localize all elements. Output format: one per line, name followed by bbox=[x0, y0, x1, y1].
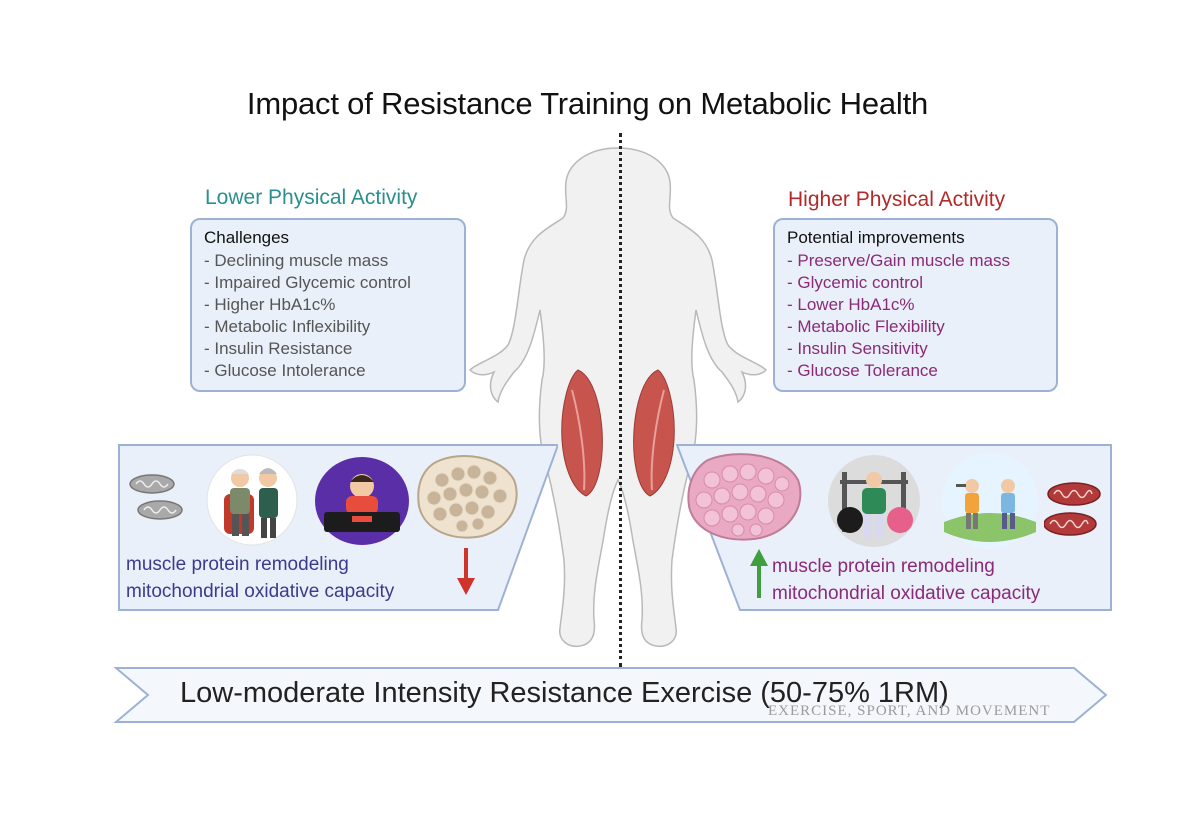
outdoor-exercise-icon bbox=[942, 453, 1038, 549]
lower-activity-heading: Lower Physical Activity bbox=[205, 186, 418, 209]
figure-title: Impact of Resistance Training on Metabol… bbox=[246, 86, 929, 121]
improvements-title: Potential improvements bbox=[787, 228, 965, 247]
watermark: EXERCISE, SPORT, AND MOVEMENT bbox=[768, 703, 1051, 719]
down-arrow-icon bbox=[457, 548, 475, 595]
improvement-item: - Insulin Sensitivity bbox=[787, 339, 928, 358]
mitochondria-icon bbox=[129, 474, 183, 520]
challenges-box: Challenges - Declining muscle mass - Imp… bbox=[190, 218, 466, 392]
center-divider bbox=[619, 133, 622, 667]
lower-activity-panel-text: muscle protein remodeling mitochondrial … bbox=[126, 551, 394, 605]
panel-line: muscle protein remodeling bbox=[126, 554, 349, 575]
challenges-list: - Declining muscle mass - Impaired Glyce… bbox=[202, 250, 454, 382]
mitochondria-icon bbox=[1044, 482, 1101, 536]
improvement-item: - Glycemic control bbox=[787, 273, 924, 292]
left-thigh-muscle bbox=[561, 369, 603, 497]
intensity-banner bbox=[114, 667, 1108, 723]
improvements-box: Potential improvements - Preserve/Gain m… bbox=[773, 218, 1058, 392]
intensity-banner-text: Low-moderate Intensity Resistance Exerci… bbox=[180, 677, 949, 709]
challenge-item: - Insulin Resistance bbox=[204, 339, 353, 358]
challenge-item: - Declining muscle mass bbox=[204, 251, 389, 270]
elderly-couple-icon bbox=[206, 454, 298, 546]
higher-activity-panel-text: muscle protein remodeling mitochondrial … bbox=[772, 553, 1040, 607]
panel-line: mitochondrial oxidative capacity bbox=[772, 583, 1041, 604]
up-arrow-icon bbox=[750, 549, 768, 598]
improvement-item: - Glucose Tolerance bbox=[787, 361, 938, 380]
panel-line: mitochondrial oxidative capacity bbox=[126, 581, 395, 602]
improvement-item: - Lower HbA1c% bbox=[787, 295, 915, 314]
improvement-item: - Preserve/Gain muscle mass bbox=[787, 251, 1010, 270]
sedentary-gamer-icon bbox=[315, 457, 409, 545]
body-silhouette bbox=[468, 147, 768, 648]
challenge-item: - Metabolic Inflexibility bbox=[204, 317, 371, 336]
improvement-item: - Metabolic Flexibility bbox=[787, 317, 945, 336]
right-thigh-muscle bbox=[633, 369, 675, 497]
panel-line: muscle protein remodeling bbox=[772, 556, 995, 577]
challenge-item: - Higher HbA1c% bbox=[204, 295, 336, 314]
challenge-item: - Glucose Intolerance bbox=[204, 361, 366, 380]
muscle-cross-section-icon bbox=[417, 455, 518, 539]
challenges-title: Challenges bbox=[204, 228, 290, 247]
challenge-item: - Impaired Glycemic control bbox=[204, 273, 411, 292]
higher-activity-heading: Higher Physical Activity bbox=[788, 188, 1006, 211]
muscle-cross-section-icon bbox=[687, 453, 802, 541]
gym-exercise-icon bbox=[828, 455, 920, 547]
improvements-list: - Preserve/Gain muscle mass - Glycemic c… bbox=[785, 250, 1046, 382]
